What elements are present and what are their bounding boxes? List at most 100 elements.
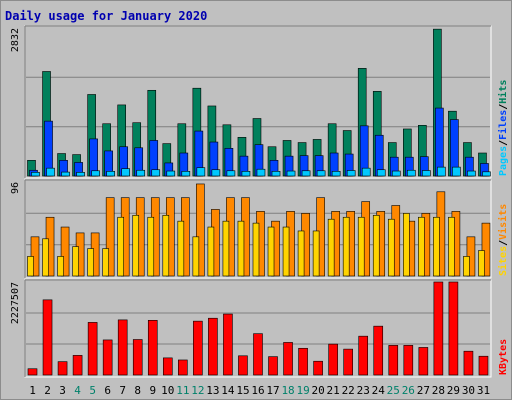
- sites-bar: [312, 230, 320, 277]
- kbytes-bar: [223, 313, 233, 376]
- legend-top: Pages/Files/Hits: [497, 80, 509, 176]
- kbytes-bar: [343, 348, 353, 376]
- pages-bar: [422, 170, 431, 177]
- pages-bar: [46, 167, 55, 177]
- pages-bar: [196, 167, 206, 177]
- sites-bar: [192, 236, 200, 277]
- sites-bar: [237, 220, 245, 277]
- panel-bottom: 2227507 KBytes: [10, 279, 509, 378]
- kbytes-bar: [268, 356, 278, 376]
- x-tick-label: 2: [44, 384, 51, 397]
- sites-bar: [327, 218, 335, 277]
- sites-bar: [252, 222, 260, 277]
- sites-bar: [132, 214, 140, 277]
- visits-bar: [196, 183, 205, 277]
- pages-bar: [452, 166, 461, 177]
- sites-bar: [147, 216, 155, 277]
- pages-bar: [256, 168, 266, 177]
- sites-bar: [433, 216, 440, 277]
- x-tick-label: 18: [281, 384, 294, 397]
- kbytes-bar: [253, 333, 263, 376]
- kbytes-bar: [87, 322, 98, 376]
- sites-bar: [207, 226, 215, 277]
- legend-bottom: KBytes: [498, 339, 509, 375]
- x-tick-label: 20: [312, 384, 325, 397]
- pages-bar: [361, 167, 371, 177]
- legend-item: Hits: [497, 80, 509, 104]
- pages-bar: [286, 170, 296, 177]
- x-tick-label: 7: [119, 384, 126, 397]
- x-tick-label: 4: [74, 384, 81, 397]
- x-tick-label: 14: [221, 384, 235, 397]
- x-tick-label: 1: [29, 384, 36, 397]
- visits-bar: [105, 197, 115, 277]
- legend-item: Sites: [497, 246, 509, 276]
- x-tick-label: 5: [89, 384, 96, 397]
- kbytes-bar: [27, 368, 38, 376]
- pages-bar: [407, 169, 416, 177]
- pages-bar: [467, 170, 476, 177]
- kbytes-bar: [418, 347, 429, 376]
- x-tick-label: 9: [149, 384, 156, 397]
- pages-bar: [151, 169, 161, 177]
- sites-bar: [282, 226, 290, 277]
- kbytes-bar: [448, 281, 459, 376]
- x-tick-label: 13: [206, 384, 219, 397]
- kbytes-bar: [298, 347, 308, 376]
- legend-item: Pages: [498, 146, 509, 176]
- x-tick-label: 15: [236, 384, 249, 397]
- kbytes-bar: [162, 357, 173, 376]
- sites-bar: [418, 216, 425, 277]
- pages-bar: [391, 170, 401, 177]
- sites-bar: [72, 246, 79, 277]
- files-bar: [435, 107, 444, 177]
- x-tick-label: 6: [104, 384, 111, 397]
- legend-item: /: [498, 140, 509, 146]
- x-tick-label: 17: [266, 384, 279, 397]
- pages-bar: [166, 170, 176, 177]
- pages-bar: [241, 170, 251, 177]
- kbytes-bar: [193, 320, 203, 376]
- sites-bar: [267, 226, 275, 277]
- sites-bar: [463, 256, 470, 277]
- x-tick-label: 16: [251, 384, 264, 397]
- x-tick-label: 22: [342, 384, 355, 397]
- sites-bar: [403, 213, 410, 277]
- sites-bar: [27, 256, 34, 277]
- sites-bar: [342, 216, 350, 277]
- pages-bar: [91, 170, 100, 177]
- pages-bar: [437, 166, 446, 177]
- legend-item: Visits: [497, 204, 509, 240]
- kbytes-bar: [403, 345, 414, 376]
- sites-bar: [372, 214, 380, 277]
- x-tick-label: 27: [417, 384, 430, 397]
- kbytes-bar: [328, 343, 338, 376]
- x-tick-label: 12: [191, 384, 204, 397]
- pages-bar: [331, 170, 341, 177]
- kbytes-bar: [132, 339, 143, 376]
- sites-bar: [177, 220, 185, 277]
- pages-bar: [226, 170, 236, 177]
- legend-item: Files: [497, 110, 509, 140]
- x-tick-label: 31: [477, 384, 490, 397]
- sites-bar: [387, 218, 395, 277]
- kbytes-bar: [478, 355, 489, 376]
- sites-bar: [57, 256, 64, 277]
- x-tick-label: 8: [134, 384, 141, 397]
- kbytes-bar: [238, 355, 248, 376]
- sites-bar: [222, 220, 230, 277]
- y-max-label: 2227507: [10, 282, 21, 324]
- legend-item: KBytes: [498, 339, 509, 375]
- files-bar: [89, 138, 98, 177]
- sites-bar: [87, 248, 94, 277]
- pages-bar: [301, 170, 311, 177]
- kbytes-bar: [388, 345, 399, 376]
- pages-bar: [316, 170, 326, 177]
- pages-bar: [271, 170, 281, 177]
- pages-bar: [136, 169, 146, 177]
- sites-bar: [162, 214, 170, 277]
- visits-bar: [60, 226, 70, 277]
